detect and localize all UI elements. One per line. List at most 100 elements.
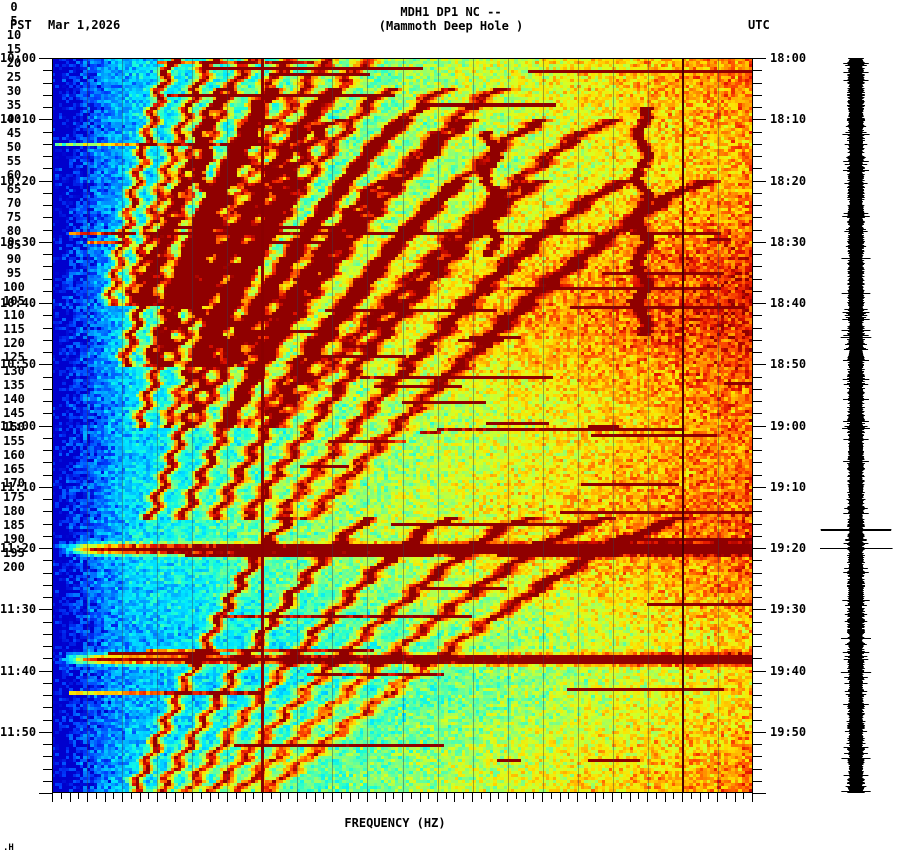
frequency-tick-label: 150 — [3, 420, 25, 434]
axis-tick — [43, 279, 52, 280]
axis-tick — [43, 744, 52, 745]
axis-tick — [753, 107, 762, 108]
frequency-tick-label: 15 — [6, 42, 22, 56]
axis-tick — [753, 413, 762, 414]
frequency-tick — [262, 793, 263, 802]
axis-tick — [43, 205, 52, 206]
time-tick-label-pst: 10:50 — [0, 357, 37, 371]
frequency-tick — [700, 793, 701, 802]
axis-tick — [43, 524, 52, 525]
frequency-tick — [560, 793, 561, 802]
axis-tick — [753, 658, 762, 659]
frequency-tick — [253, 793, 254, 799]
axis-tick — [753, 254, 762, 255]
frequency-tick-label: 0 — [10, 0, 18, 14]
axis-tick — [43, 646, 52, 647]
axis-tick — [753, 511, 762, 512]
axis-tick — [39, 364, 52, 365]
axis-tick — [43, 585, 52, 586]
frequency-tick-label: 50 — [6, 140, 22, 154]
axis-tick — [753, 450, 762, 451]
axis-tick — [753, 744, 762, 745]
frequency-tick-label: 85 — [6, 238, 22, 252]
axis-tick — [43, 328, 52, 329]
frequency-tick — [315, 793, 316, 802]
axis-tick — [43, 720, 52, 721]
frequency-tick — [306, 793, 307, 799]
axis-tick — [753, 597, 762, 598]
time-tick-label-pst: 11:20 — [0, 541, 37, 555]
axis-tick — [39, 242, 52, 243]
frequency-tick-label: 60 — [6, 168, 22, 182]
frequency-tick — [166, 793, 167, 799]
axis-tick — [43, 683, 52, 684]
frequency-tick — [708, 793, 709, 799]
axis-tick — [753, 499, 762, 500]
frequency-tick — [280, 793, 281, 802]
frequency-tick-label: 95 — [6, 266, 22, 280]
axis-tick — [753, 573, 762, 574]
frequency-tick-label: 70 — [6, 196, 22, 210]
axis-tick — [753, 389, 762, 390]
time-tick-label-pst: 10:40 — [0, 296, 37, 310]
frequency-tick — [201, 793, 202, 799]
axis-tick — [39, 548, 52, 549]
station-code-title: MDH1 DP1 NC -- — [400, 5, 502, 19]
axis-tick — [753, 426, 766, 427]
frequency-tick-label: 120 — [3, 336, 25, 350]
frequency-tick — [332, 793, 333, 802]
frequency-tick — [490, 793, 491, 802]
frequency-tick — [402, 793, 403, 802]
frequency-tick-label: 110 — [3, 308, 25, 322]
axis-tick — [753, 230, 762, 231]
axis-tick — [753, 475, 762, 476]
station-name-title: (Mammoth Deep Hole ) — [378, 19, 524, 33]
frequency-tick — [752, 793, 753, 802]
axis-tick — [753, 181, 766, 182]
axis-tick — [753, 303, 766, 304]
frequency-tick-label: 105 — [3, 294, 25, 308]
frequency-tick — [446, 793, 447, 799]
frequency-tick — [551, 793, 552, 799]
axis-tick — [43, 144, 52, 145]
frequency-tick — [498, 793, 499, 799]
frequency-tick-label: 160 — [3, 448, 25, 462]
axis-tick — [43, 695, 52, 696]
frequency-tick — [52, 793, 53, 802]
frequency-tick — [577, 793, 578, 802]
axis-tick — [39, 793, 52, 794]
frequency-tick — [682, 793, 683, 802]
axis-tick — [753, 279, 762, 280]
frequency-tick — [673, 793, 674, 799]
frequency-tick — [385, 793, 386, 802]
axis-tick — [753, 352, 762, 353]
axis-tick — [43, 499, 52, 500]
frequency-tick-label: 145 — [3, 406, 25, 420]
seismogram-trace-panel[interactable] — [820, 58, 896, 793]
frequency-tick — [481, 793, 482, 799]
axis-tick — [43, 573, 52, 574]
frequency-tick — [735, 793, 736, 802]
axis-tick — [753, 683, 762, 684]
axis-tick — [753, 58, 766, 59]
time-tick-label-utc: 19:40 — [770, 664, 807, 678]
axis-tick — [43, 634, 52, 635]
frequency-tick — [691, 793, 692, 799]
axis-tick — [43, 707, 52, 708]
frequency-tick-label: 130 — [3, 364, 25, 378]
frequency-tick — [113, 793, 114, 799]
frequency-tick — [454, 793, 455, 802]
frequency-tick — [568, 793, 569, 799]
axis-tick — [43, 168, 52, 169]
time-tick-label-utc: 18:00 — [770, 51, 807, 65]
spectrogram-plot[interactable] — [52, 58, 753, 793]
axis-tick — [43, 107, 52, 108]
time-tick-label-pst: 11:10 — [0, 480, 37, 494]
axis-tick — [753, 781, 762, 782]
frequency-tick — [393, 793, 394, 799]
frequency-tick-label: 135 — [3, 378, 25, 392]
axis-tick — [753, 646, 762, 647]
axis-tick — [753, 95, 762, 96]
axis-tick — [753, 70, 762, 71]
frequency-tick-label: 180 — [3, 504, 25, 518]
